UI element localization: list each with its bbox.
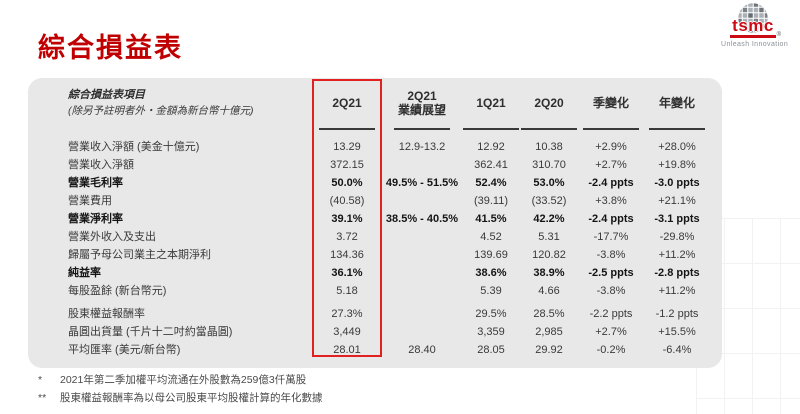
table-item-subtitle: (除另予註明者外‧金額為新台幣十億元) [68, 105, 254, 117]
income-statement-table: 綜合損益表項目 (除另予註明者外‧金額為新台幣十億元) 2Q21 2Q21 業績… [28, 78, 722, 368]
column-header-2q20: 2Q20 [520, 78, 578, 138]
footnote-shares-outstanding: * 2021年第二季加權平均流通在外股數為259億3仟萬股 [38, 374, 307, 386]
tsmc-wordmark: tsmc [732, 16, 774, 35]
tsmc-logo: tsmc ® Unleash Innovation [721, 2, 789, 48]
column-header-2q21-guidance: 2Q21 業績展望 [382, 78, 462, 138]
table-row-non-operating: 營業外收入及支出 3.72 4.52 5.31 -17.7% -29.8% [68, 231, 695, 243]
wafer-icon [721, 2, 785, 34]
table-header-row: 綜合損益表項目 (除另予註明者外‧金額為新台幣十億元) 2Q21 2Q21 業績… [28, 78, 722, 138]
table-row-operating-margin: 營業淨利率 39.1% 38.5% - 40.5% 41.5% 42.2% -2… [68, 213, 700, 225]
header-underline [394, 128, 450, 130]
footnote-roe-calculation: ** 股東權益報酬率為以母公司股東平均股權計算的年化數據 [38, 392, 323, 404]
registered-mark: ® [776, 32, 781, 38]
table-row-net-margin: 純益率 36.1% 38.6% 38.9% -2.5 ppts -2.8 ppt… [68, 267, 700, 279]
footnotes: * 2021年第二季加權平均流通在外股數為259億3仟萬股 ** 股東權益報酬率… [38, 372, 323, 408]
column-header-qoq: 季變化 [578, 78, 644, 138]
table-row-roe: 股東權益報酬率 27.3% 29.5% 28.5% -2.2 ppts -1.2… [68, 308, 699, 320]
column-header-1q21: 1Q21 [462, 78, 520, 138]
page-title: 綜合損益表 [38, 33, 183, 63]
table-row-operating-expenses: 營業費用 (40.58) (39.11) (33.52) +3.8% +21.1… [68, 195, 696, 207]
header-underline [463, 128, 519, 130]
table-row-eps: 每股盈餘 (新台幣元) 5.18 5.39 4.66 -3.8% +11.2% [68, 285, 696, 297]
table-header-label-cell: 綜合損益表項目 (除另予註明者外‧金額為新台幣十億元) [28, 78, 312, 138]
table-row-net-income: 歸屬予母公司業主之本期淨利 134.36 139.69 120.82 -3.8%… [68, 249, 696, 261]
logo-tagline: Unleash Innovation [721, 41, 789, 48]
header-underline [521, 128, 577, 130]
table-row-net-revenue-ntd: 營業收入淨額 372.15 362.41 310.70 +2.7% +19.8% [68, 159, 696, 171]
header-underline [649, 128, 705, 130]
table-row-net-revenue-usd: 營業收入淨額 (美金十億元) 13.29 12.9-13.2 12.92 10.… [68, 141, 696, 153]
table-row-exchange-rate: 平均匯率 (美元/新台幣) 28.01 28.40 28.05 29.92 -0… [68, 344, 692, 356]
table-item-title: 綜合損益表項目 [68, 89, 145, 101]
logo-underline [730, 35, 776, 38]
column-header-yoy: 年變化 [644, 78, 710, 138]
table-row-gross-margin: 營業毛利率 50.0% 49.5% - 51.5% 52.4% 53.0% -2… [68, 177, 700, 189]
header-underline [583, 128, 639, 130]
column-header-2q21: 2Q21 [312, 78, 382, 138]
table-row-wafer-shipments: 晶圓出貨量 (千片十二吋約當晶圓) 3,449 3,359 2,985 +2.7… [68, 326, 696, 338]
header-underline [319, 128, 375, 130]
